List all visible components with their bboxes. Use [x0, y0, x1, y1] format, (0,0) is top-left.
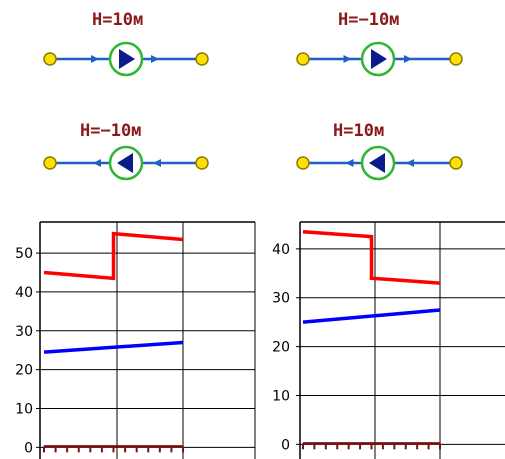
y-tick-label: 30	[15, 324, 33, 340]
y-tick-label: 30	[272, 291, 290, 307]
y-tick-label: 20	[15, 363, 33, 379]
pump-label-top-left: H=10м	[92, 10, 144, 30]
flow-arrow-icon	[406, 159, 414, 167]
y-tick-label: 0	[281, 437, 290, 453]
pump-symbol	[296, 145, 463, 181]
pump-symbol	[43, 41, 209, 77]
junction-node	[296, 156, 310, 170]
series-line	[302, 308, 441, 324]
pump-label-bottom-right: H=10м	[333, 121, 385, 141]
y-tick-label: 0	[24, 440, 33, 456]
flow-arrow-icon	[345, 159, 354, 167]
junction-node	[195, 156, 209, 170]
pump-direction-icon	[371, 49, 387, 69]
pump-label-bottom-left: H=−10м	[80, 121, 142, 141]
y-tick-label: 20	[272, 340, 290, 356]
junction-node	[449, 156, 463, 170]
pump-label-top-right: H=−10м	[338, 10, 400, 30]
y-tick-label: 10	[15, 401, 33, 417]
pump-direction-icon	[117, 153, 133, 173]
flow-arrow-icon	[343, 55, 352, 63]
pump-symbol	[296, 41, 463, 77]
series-line	[43, 340, 184, 354]
flow-arrow-icon	[91, 55, 99, 63]
flow-arrow-icon	[151, 55, 159, 63]
junction-node	[449, 52, 463, 66]
pump-direction-icon	[369, 153, 385, 173]
y-tick-label: 40	[15, 285, 33, 301]
y-tick-label: 40	[272, 242, 290, 258]
flow-arrow-icon	[404, 55, 412, 63]
chart-1: 0 10 20 30 40 50	[15, 221, 256, 459]
flow-arrow-icon	[153, 159, 161, 167]
junction-node	[43, 52, 57, 66]
flow-arrow-icon	[93, 159, 101, 167]
junction-node	[296, 52, 310, 66]
junction-node	[195, 52, 209, 66]
series-line	[43, 231, 184, 281]
series-line	[302, 230, 441, 285]
pump-symbol	[43, 145, 209, 181]
chart-2: 0 10 20 30 40	[272, 221, 505, 459]
pump-direction-icon	[119, 49, 135, 69]
y-tick-label: 10	[272, 388, 290, 404]
y-tick-label: 50	[15, 246, 33, 262]
junction-node	[43, 156, 57, 170]
